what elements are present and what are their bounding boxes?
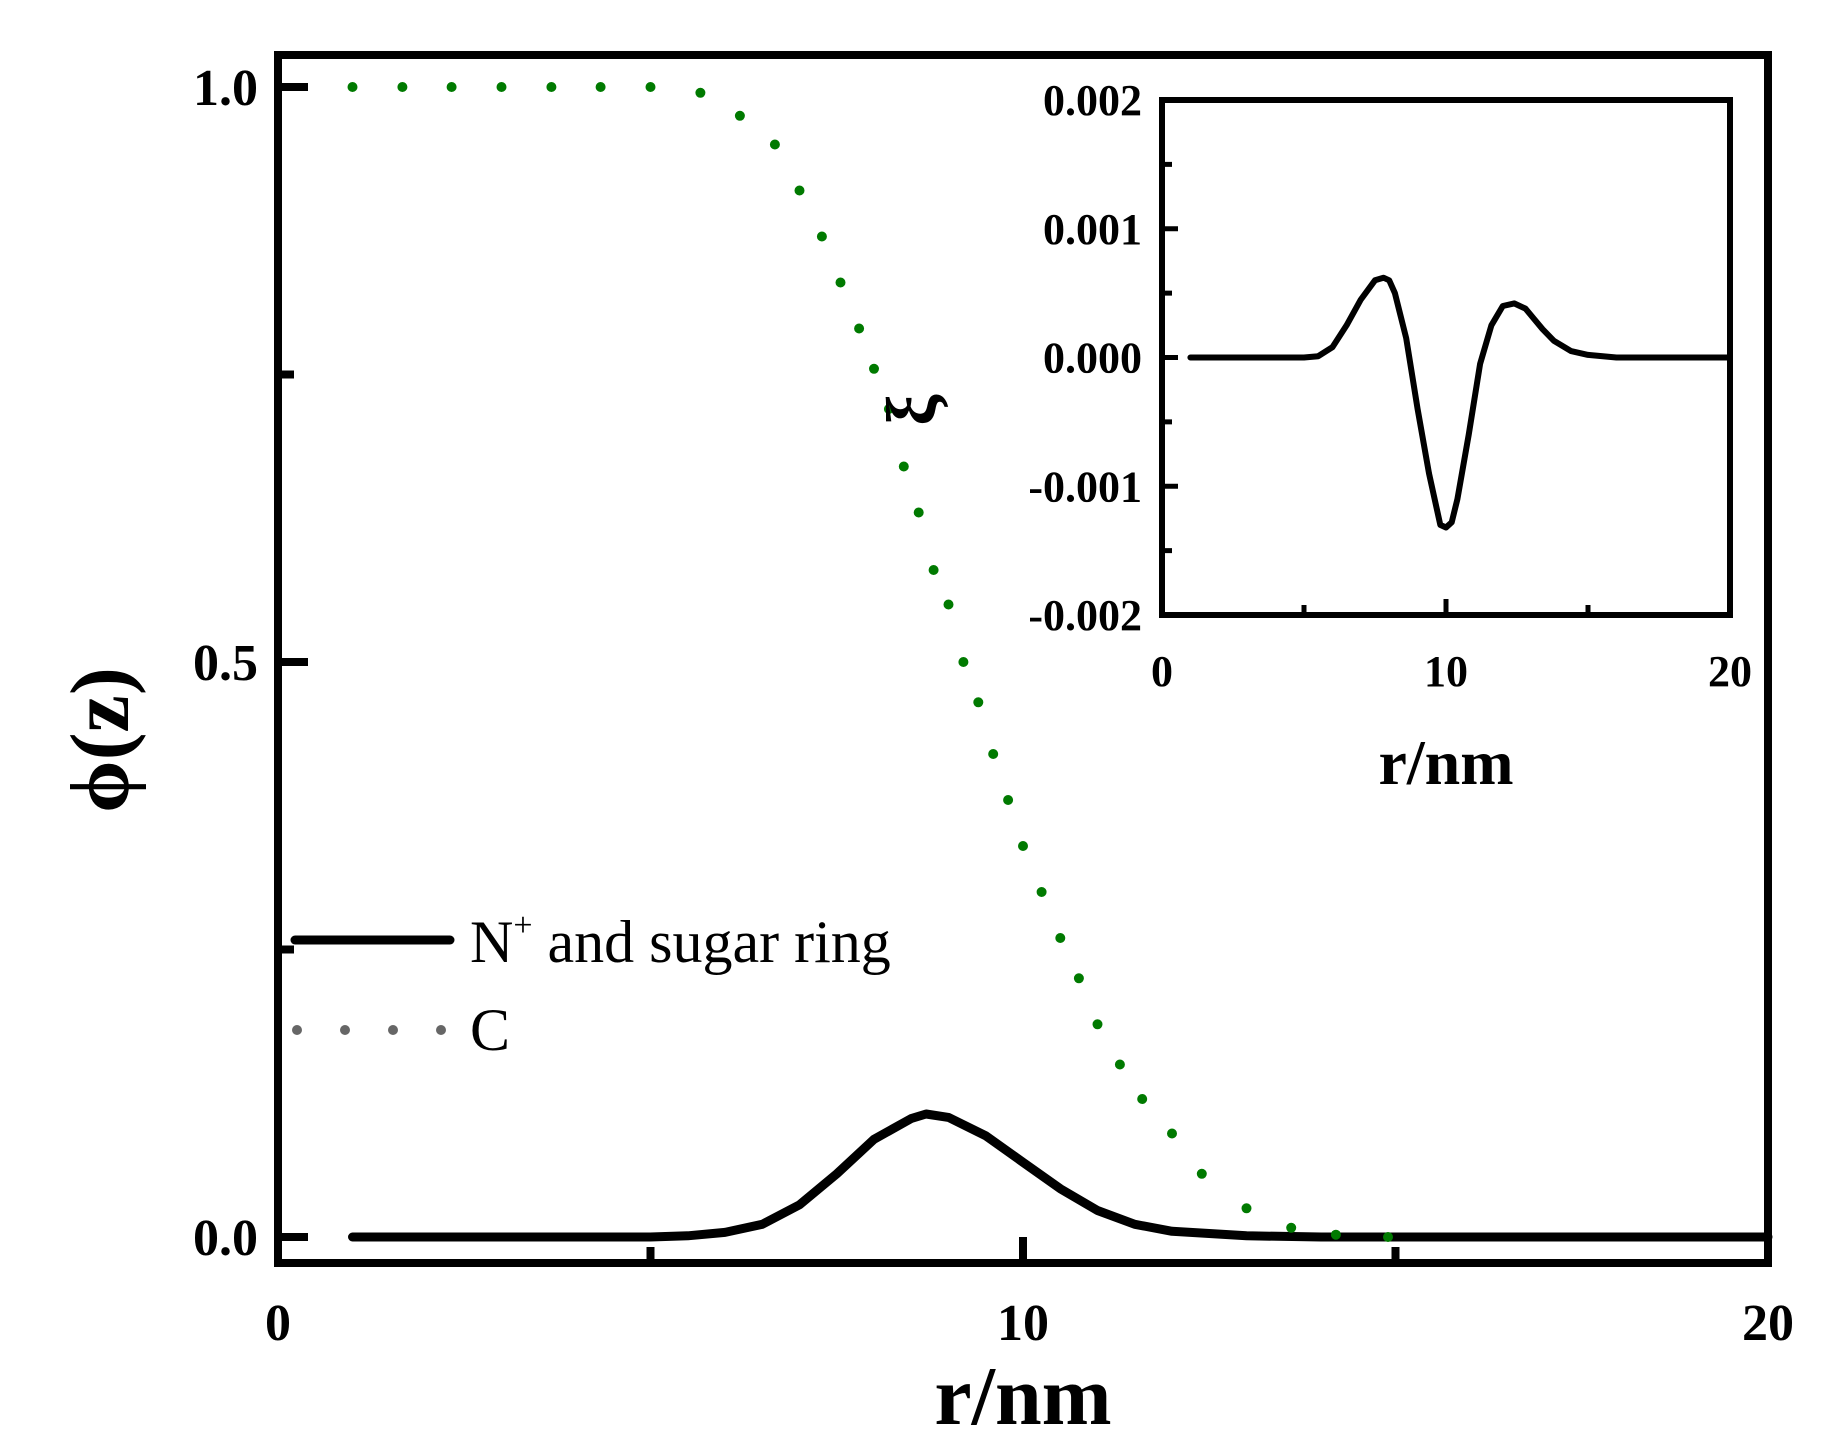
main-y-tick-label: 0.0 bbox=[193, 1210, 258, 1267]
series-point-c bbox=[1036, 887, 1047, 897]
series-point-c bbox=[1073, 973, 1084, 984]
legend-dot bbox=[292, 1025, 302, 1035]
series-point-c bbox=[1286, 1222, 1297, 1233]
series-point-c bbox=[347, 82, 358, 92]
series-point-c bbox=[496, 82, 507, 92]
inset-x-tick-label: 10 bbox=[1424, 647, 1468, 696]
inset-x-tick-label: 20 bbox=[1708, 647, 1752, 696]
series-point-c bbox=[794, 185, 805, 196]
main-series bbox=[347, 82, 1773, 1242]
series-point-c bbox=[869, 363, 879, 374]
series-point-c bbox=[1137, 1094, 1148, 1104]
series-point-c bbox=[734, 110, 745, 121]
series-point-c bbox=[446, 82, 457, 92]
main-x-tick-label: 0 bbox=[265, 1295, 291, 1352]
series-point-c bbox=[695, 87, 706, 98]
series-point-c bbox=[835, 277, 846, 288]
series-point-c bbox=[973, 697, 984, 708]
series-point-c bbox=[1003, 795, 1014, 805]
inset-x-tick-label: 0 bbox=[1151, 647, 1173, 696]
series-point-c bbox=[595, 82, 606, 92]
series-point-c bbox=[1330, 1229, 1341, 1240]
inset-y-tick-label: 0.001 bbox=[1043, 205, 1142, 254]
inset-x-ticks: 0 10 20 bbox=[1151, 599, 1752, 696]
inset-y-tick-label: 0.002 bbox=[1043, 76, 1142, 125]
series-line-xi bbox=[1187, 274, 1733, 531]
main-x-ticks: 0 10 20 bbox=[265, 1237, 1794, 1352]
legend-n-rest: and sugar ring bbox=[533, 909, 891, 975]
legend-n-text: N bbox=[470, 909, 513, 975]
series-point-c bbox=[898, 461, 909, 472]
series-point-c bbox=[816, 231, 827, 242]
series-point-c bbox=[1196, 1168, 1207, 1179]
main-x-tick-label: 20 bbox=[1742, 1295, 1794, 1352]
series-point-c bbox=[397, 82, 408, 92]
series-point-c bbox=[854, 323, 865, 334]
legend-label-n-plus: N+ and sugar ring bbox=[470, 907, 891, 975]
legend-dot bbox=[340, 1025, 350, 1035]
inset-x-axis-title: r/nm bbox=[1378, 727, 1513, 798]
series-point-c bbox=[645, 82, 656, 92]
series-point-c bbox=[546, 82, 557, 92]
legend-swatch-dotted bbox=[292, 1025, 446, 1035]
series-point-c bbox=[1018, 841, 1028, 851]
main-x-tick-label: 10 bbox=[997, 1295, 1049, 1352]
main-y-axis-title: ϕ(z) bbox=[54, 667, 147, 813]
series-point-c bbox=[1241, 1203, 1252, 1214]
main-y-tick-label: 0.5 bbox=[193, 635, 258, 692]
inset-series bbox=[1187, 274, 1733, 531]
series-point-c bbox=[928, 565, 939, 575]
main-y-ticks: 0.0 0.5 1.0 bbox=[193, 60, 308, 1267]
legend-dot bbox=[388, 1025, 398, 1035]
series-point-c bbox=[958, 657, 969, 667]
series-point-c bbox=[1114, 1059, 1125, 1070]
inset-y-tick-label: -0.001 bbox=[1028, 462, 1142, 511]
series-line-n-plus bbox=[348, 1109, 1773, 1242]
inset-y-tick-label: -0.002 bbox=[1028, 591, 1142, 640]
main-x-axis-title: r/nm bbox=[934, 1350, 1111, 1441]
series-point-c bbox=[943, 599, 954, 610]
inset-plot: 0 10 20 -0.002 -0.001 0.000 0.001 0.002 r/nm bbox=[1028, 76, 1752, 798]
xi-annotation: ξ bbox=[874, 394, 951, 426]
legend-label-c: C bbox=[470, 997, 510, 1063]
legend-n-superscript: + bbox=[513, 907, 532, 944]
series-point-c bbox=[1167, 1128, 1177, 1139]
inset-y-ticks: -0.002 -0.001 0.000 0.001 0.002 bbox=[1028, 76, 1178, 640]
legend: N+ and sugar ring C bbox=[290, 907, 891, 1063]
inset-y-tick-label: 0.000 bbox=[1043, 334, 1142, 383]
series-point-c bbox=[988, 749, 999, 759]
legend-dot bbox=[436, 1025, 446, 1035]
series-point-c bbox=[913, 507, 924, 518]
series-point-c bbox=[1092, 1019, 1103, 1030]
main-plot: 0 10 20 0.0 0.5 1.0 r/nm ϕ(z) ξ N+ and sugar… bbox=[54, 51, 1794, 1441]
series-point-c bbox=[883, 404, 894, 414]
main-y-tick-label: 1.0 bbox=[193, 60, 258, 117]
series-point-c bbox=[1383, 1232, 1393, 1242]
series-point-c bbox=[1055, 933, 1066, 943]
series-point-c bbox=[769, 139, 780, 150]
